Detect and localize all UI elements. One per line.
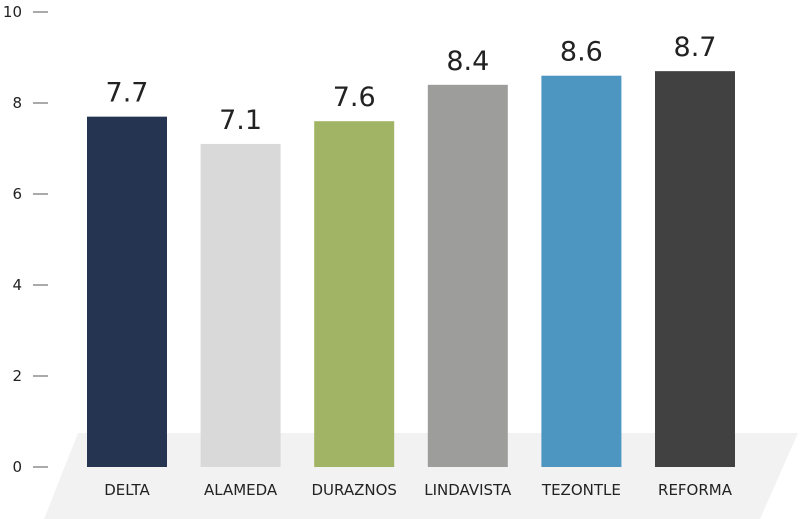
y-tick-label: 2 — [12, 367, 22, 385]
category-label: DELTA — [104, 481, 150, 499]
y-tick-label: 0 — [12, 458, 22, 476]
y-axis: 0 2 4 6 8 10 — [3, 3, 48, 476]
category-label: TEZONTLE — [541, 481, 621, 499]
data-label: 8.6 — [560, 37, 603, 68]
data-label: 7.7 — [106, 78, 149, 109]
data-label: 8.4 — [446, 46, 489, 77]
data-label: 7.1 — [219, 105, 262, 136]
bar-duraznos — [314, 121, 395, 467]
data-label: 7.6 — [333, 82, 376, 113]
y-tick-label: 4 — [12, 276, 22, 294]
y-tick-label: 10 — [3, 3, 22, 21]
category-label: REFORMA — [658, 481, 733, 499]
category-labels: DELTA ALAMEDA DURAZNOS LINDAVISTA TEZONTLE RE… — [104, 481, 733, 499]
category-label: LINDAVISTA — [424, 481, 512, 499]
bar-reforma — [655, 71, 735, 468]
category-label: DURAZNOS — [311, 481, 396, 499]
bars — [87, 71, 735, 468]
data-labels: 7.7 7.1 7.6 8.4 8.6 8.7 — [106, 32, 717, 136]
bar-lindavista — [427, 84, 508, 468]
bar-delta — [87, 116, 167, 468]
y-tick-label: 6 — [12, 185, 22, 203]
bar-tezontle — [541, 75, 622, 467]
category-label: ALAMEDA — [204, 481, 278, 499]
bar-alameda — [200, 143, 281, 467]
y-tick-label: 8 — [12, 94, 22, 112]
data-label: 8.7 — [674, 32, 717, 63]
